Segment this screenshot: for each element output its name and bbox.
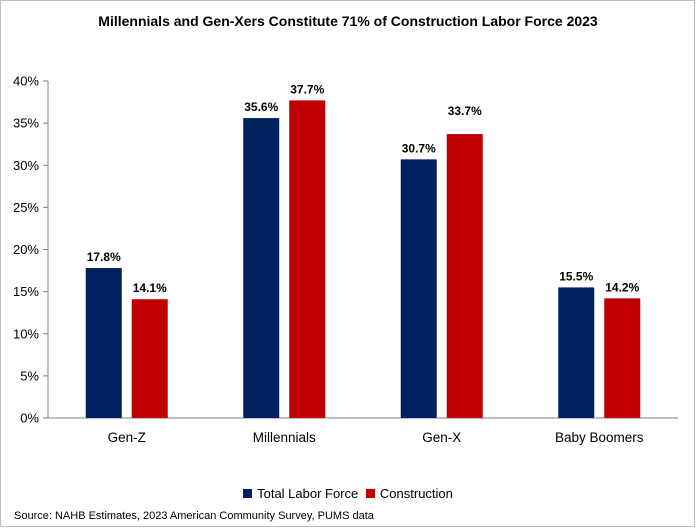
bar-total-labor-force (85, 268, 122, 418)
data-label: 14.1% (133, 281, 167, 295)
y-tick-label: 25% (13, 200, 39, 215)
y-tick-label: 5% (20, 368, 39, 383)
data-label: 14.2% (605, 280, 639, 294)
chart-title: Millennials and Gen-Xers Constitute 71% … (98, 13, 598, 29)
legend-item-total-labor-force: Total Labor Force (243, 486, 358, 501)
x-category-label: Gen-Z (108, 430, 146, 445)
bar-construction (446, 134, 483, 418)
data-label: 17.8% (87, 250, 121, 264)
legend: Total Labor Force Construction (0, 486, 696, 501)
bar-total-labor-force (243, 118, 280, 418)
data-label: 35.6% (244, 100, 278, 114)
y-tick-label: 20% (13, 242, 39, 257)
legend-swatch-construction (365, 489, 375, 498)
data-label: 33.7% (448, 104, 482, 118)
data-labels: 17.8% 14.1% 35.6% 37.7% 30.7% 33.7% 15.5% 14.2% (87, 82, 640, 295)
x-category-label: Gen-X (422, 430, 461, 445)
bars (85, 100, 641, 419)
bar-total-labor-force (558, 287, 595, 418)
legend-item-construction: Construction (365, 486, 453, 501)
y-axis: 0% 5% 10% 15% 20% 25% 30% 35% 40% (13, 74, 49, 426)
x-axis: Gen-Z Millennials Gen-X Baby Boomers (48, 417, 678, 445)
y-tick-label: 40% (13, 74, 39, 89)
data-label: 15.5% (559, 269, 593, 283)
y-tick-label: 15% (13, 284, 39, 299)
source-note: Source: NAHB Estimates, 2023 American Co… (14, 510, 374, 522)
y-tick-label: 0% (20, 411, 39, 426)
data-label: 30.7% (402, 141, 436, 155)
bar-construction (604, 298, 641, 418)
x-category-label: Baby Boomers (555, 430, 644, 445)
bar-total-labor-force (400, 159, 437, 419)
x-category-label: Millennials (253, 430, 316, 445)
legend-label-construction: Construction (379, 486, 453, 501)
y-tick-label: 30% (13, 158, 39, 173)
y-tick-label: 35% (13, 116, 39, 131)
bar-construction (289, 100, 326, 418)
bar-construction (131, 299, 168, 418)
y-tick-label: 10% (13, 326, 39, 341)
data-label: 37.7% (290, 82, 324, 96)
legend-swatch-total-labor-force (243, 489, 253, 498)
legend-label-total-labor-force: Total Labor Force (257, 486, 359, 501)
